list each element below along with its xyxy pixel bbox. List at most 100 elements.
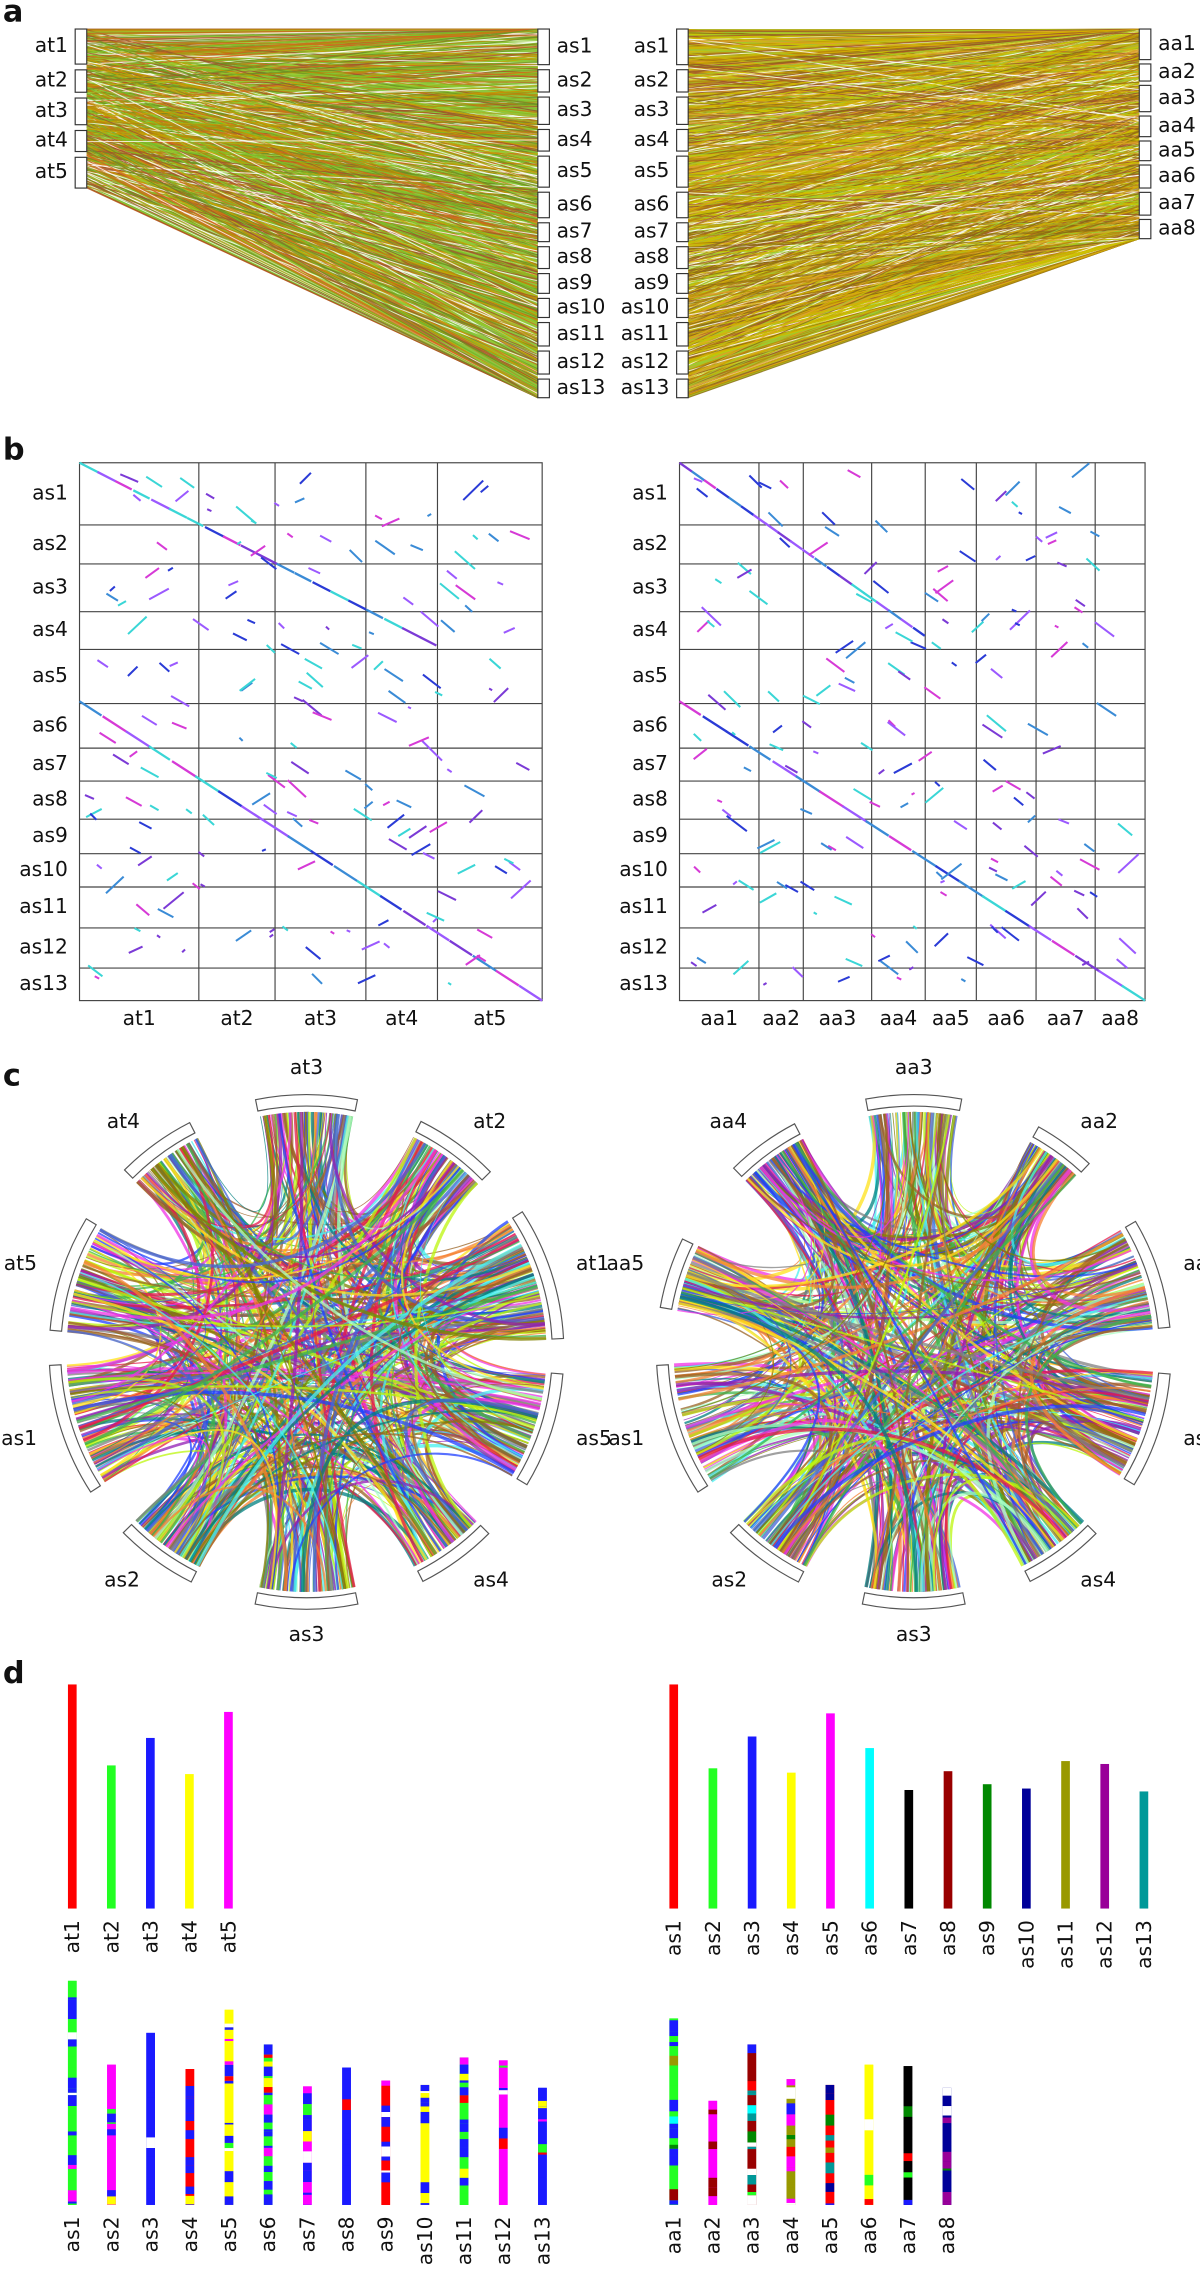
bar-segment [538,2144,547,2153]
synteny-link [688,238,1140,349]
dot-segment [870,933,876,938]
bar-label: as2 [701,1920,725,1956]
bar-segment [224,2064,234,2077]
circos-link [176,1148,543,1401]
synteny-link [688,56,1140,214]
bar-segment [747,2090,757,2093]
chromosome-label: as3 [557,97,593,121]
dot-segment [706,620,715,628]
bar-segment [303,2162,312,2171]
circos-link [178,1432,513,1556]
dot-segment [982,758,997,771]
bar-segment [146,2137,155,2148]
dot-segment [935,871,943,878]
bar-segment [747,2131,757,2143]
circos-link [266,1111,304,1590]
bar-segment [498,2160,508,2171]
bar-segment [67,1993,77,1998]
bar-segment [381,2117,391,2120]
circos-link [676,1369,1149,1403]
synteny-link [688,227,1140,250]
dot-segment [312,711,332,721]
dot-segment [373,660,384,671]
dot-segment [344,769,362,781]
dot-segment [981,894,1007,913]
chromosome-label: as5 [557,158,593,182]
chromosome-label: as3 [896,1622,932,1646]
circos-link [70,1385,537,1422]
bar-segment [669,2138,679,2145]
bar-segment [107,2072,116,2075]
chromosome-arc [1024,1524,1097,1583]
bar-segment [498,2126,508,2128]
dot-segment [1081,642,1089,649]
bar-segment [146,2069,155,2080]
bar-segment [669,2171,679,2183]
dot-segment [105,592,119,602]
circos-link [93,1112,318,1464]
bar-segment [538,2135,547,2145]
dot-segment [835,640,854,654]
dot-segment [971,620,985,633]
bar-segment [459,2163,469,2169]
bar-segment [942,2128,952,2141]
chromosome-box [676,155,689,188]
dot-segment [200,883,206,888]
circos-link [679,1295,919,1592]
bar-label: as11 [1053,1920,1077,1969]
bar-segment [825,2100,835,2106]
dot-segment [269,933,274,938]
dot-segment [1116,958,1129,969]
circos-link [392,1167,545,1381]
bar-segment [381,2119,391,2127]
bar-segment [420,2182,430,2194]
dot-segment [133,927,141,933]
dot-segment [850,583,866,595]
bar-segment [185,2130,195,2140]
dot-segment [951,661,958,667]
bar-segment [903,2129,913,2138]
dot-segment [329,590,350,602]
bar-segment [263,2057,273,2062]
dot-segment [991,925,999,934]
bar-segment [942,2151,952,2162]
dot-segment [269,928,275,933]
dot-segment [696,487,709,498]
dot-segment [364,783,373,792]
bar-segment [342,2142,351,2145]
bar-segment [107,2183,116,2191]
synteny-link [86,34,538,134]
dot-segment [411,843,431,856]
bar-segment [459,2157,469,2164]
circos-link [414,1181,479,1528]
dot-segment [112,753,130,766]
circos-link [188,1273,535,1563]
dot-segment [1025,791,1036,800]
row-label: as13 [19,971,68,995]
synteny-link [86,61,538,82]
bar-segment [669,2200,679,2205]
bar-segment [67,2201,77,2204]
bar-segment [224,2112,234,2123]
bar-label: as12 [491,2217,515,2266]
bar-segment [263,2156,273,2166]
chromosome-label: as2 [104,1568,140,1592]
chromosome-label: as4 [557,127,593,151]
bar-segment [67,2106,77,2116]
circos-link [79,1271,344,1590]
bar-segment [498,2094,508,2098]
dot-segment [503,627,516,634]
column-label: at5 [473,1006,506,1030]
circos-link [78,1230,515,1427]
row-label: as10 [19,857,68,881]
synteny-link [86,147,539,357]
synteny-link [86,180,538,335]
synteny-link [86,154,539,375]
dot-segment [1089,891,1098,898]
row-label: as9 [632,823,668,847]
synteny-link [86,28,538,53]
dot-segment [995,490,1008,502]
circos-link [986,1282,1145,1564]
chromosome-box [676,378,689,399]
dot-segment [472,534,479,541]
